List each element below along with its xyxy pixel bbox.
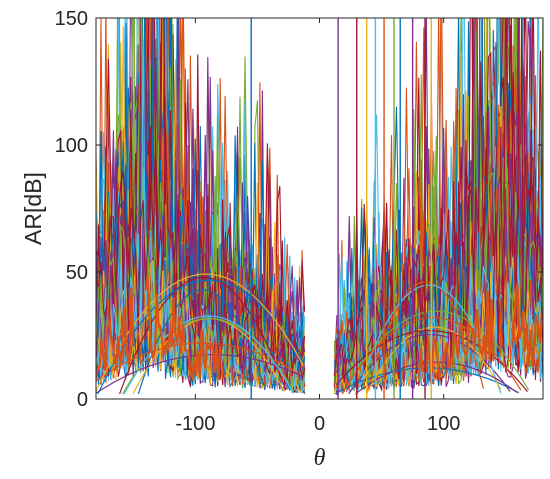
series-arc bbox=[365, 326, 502, 395]
tick-labels: 0 50 100 150 -100 0 100 bbox=[55, 8, 461, 435]
x-tick-label: 0 bbox=[314, 413, 325, 435]
x-tick-label: 100 bbox=[427, 413, 460, 435]
series-arc bbox=[356, 284, 502, 395]
x-tick-label: -100 bbox=[175, 413, 215, 435]
y-axis-title: AR[dB] bbox=[20, 172, 46, 245]
x-axis-title: θ bbox=[314, 445, 326, 471]
axes bbox=[95, 17, 544, 400]
series-arc bbox=[96, 342, 303, 382]
series-line-bold bbox=[96, 287, 135, 376]
plot-area bbox=[96, 18, 543, 399]
series-line-bold bbox=[144, 275, 222, 382]
series-arc bbox=[341, 310, 530, 395]
y-tick-label: 100 bbox=[55, 135, 88, 157]
series-arc bbox=[119, 276, 287, 395]
y-tick-label: 50 bbox=[66, 262, 88, 284]
y-tick-label: 0 bbox=[77, 389, 88, 411]
series-arc bbox=[355, 361, 518, 395]
series-line-bold bbox=[510, 284, 543, 367]
y-tick-label: 150 bbox=[55, 8, 88, 30]
